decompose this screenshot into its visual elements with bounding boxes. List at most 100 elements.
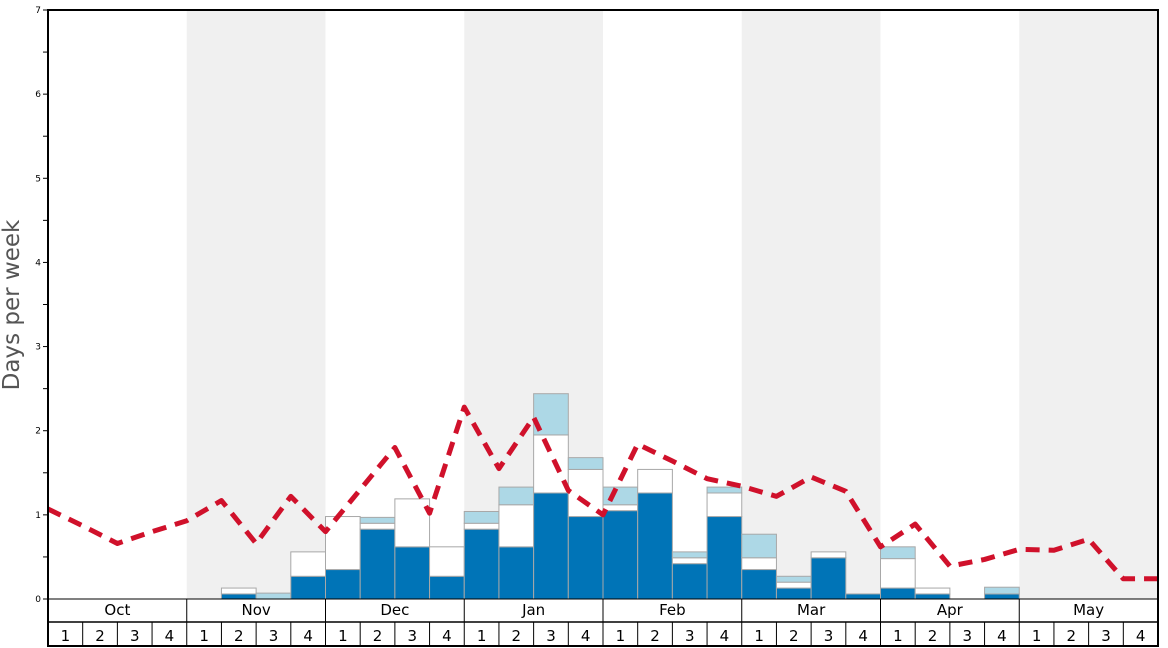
month-label: Oct bbox=[104, 601, 130, 619]
bar-segment bbox=[845, 593, 881, 600]
bar-segment bbox=[359, 528, 396, 600]
bar-segment bbox=[567, 457, 604, 470]
bar-segment bbox=[325, 516, 361, 571]
week-label: 3 bbox=[546, 627, 556, 645]
week-label: 4 bbox=[997, 627, 1007, 645]
bar-segment bbox=[880, 558, 916, 589]
bar-segment bbox=[498, 486, 535, 506]
bar-segment bbox=[290, 551, 326, 577]
bar-segment bbox=[671, 551, 708, 559]
bar-segment bbox=[220, 593, 257, 600]
week-label: 4 bbox=[720, 627, 730, 645]
x-axis: Oct Nov Dec Jan Feb Mar Apr May 1 2 3 4 1 2 3 4 1 2 3 4 1 2 3 4… bbox=[61, 599, 1146, 646]
week-label: 2 bbox=[512, 627, 522, 645]
month-band bbox=[1019, 10, 1158, 599]
bar-segment bbox=[498, 546, 535, 600]
stacked-bars bbox=[220, 393, 1020, 600]
week-label: 1 bbox=[477, 627, 487, 645]
week-label: 2 bbox=[928, 627, 938, 645]
y-tick-label: 7 bbox=[35, 6, 41, 16]
bar-segment bbox=[914, 587, 951, 595]
bar-segment bbox=[810, 551, 847, 559]
bar-segment bbox=[290, 575, 326, 600]
month-band bbox=[186, 10, 326, 599]
month-label: Nov bbox=[241, 601, 270, 619]
week-label: 1 bbox=[893, 627, 903, 645]
bar-segment bbox=[880, 587, 916, 600]
week-label: 2 bbox=[234, 627, 244, 645]
y-tick-label: 0 bbox=[35, 595, 41, 605]
bar-segment bbox=[602, 504, 639, 512]
average-line-path bbox=[46, 404, 1158, 582]
bar-segment bbox=[984, 593, 1020, 600]
bar-segment bbox=[602, 486, 639, 506]
bar-segment bbox=[637, 492, 673, 600]
month-label: Dec bbox=[380, 601, 409, 619]
month-label: Feb bbox=[659, 601, 686, 619]
bar-segment bbox=[810, 557, 847, 600]
week-label: 3 bbox=[685, 627, 695, 645]
y-tick-label: 2 bbox=[35, 427, 41, 437]
month-band bbox=[48, 10, 187, 599]
week-label: 4 bbox=[165, 627, 175, 645]
bar-segment bbox=[984, 586, 1020, 595]
week-label: 3 bbox=[269, 627, 279, 645]
bar-segment bbox=[706, 516, 743, 600]
bar-segment bbox=[706, 492, 743, 518]
week-label: 1 bbox=[616, 627, 626, 645]
bar-segment bbox=[359, 516, 396, 524]
bar-segment bbox=[741, 569, 777, 600]
bar-segment bbox=[637, 468, 673, 494]
month-label: Jan bbox=[521, 601, 545, 619]
month-label: Apr bbox=[937, 601, 964, 619]
bar-segment bbox=[914, 593, 951, 600]
week-label: 1 bbox=[1032, 627, 1042, 645]
bar-segment bbox=[498, 504, 535, 548]
bar-segment bbox=[706, 486, 743, 494]
average-line bbox=[46, 404, 1158, 582]
bar-segment bbox=[394, 498, 431, 548]
month-label: Mar bbox=[797, 601, 826, 619]
week-label: 2 bbox=[789, 627, 799, 645]
week-label: 4 bbox=[1136, 627, 1146, 645]
bar-segment bbox=[602, 510, 639, 600]
week-label: 2 bbox=[373, 627, 383, 645]
bar-segment bbox=[775, 587, 812, 600]
bar-segment bbox=[429, 546, 465, 577]
bar-segment bbox=[567, 516, 604, 600]
bar-segment bbox=[394, 546, 431, 600]
y-tick-label: 6 bbox=[35, 90, 41, 100]
bar-segment bbox=[325, 569, 361, 600]
week-label: 3 bbox=[130, 627, 140, 645]
week-label: 4 bbox=[581, 627, 591, 645]
bar-segment bbox=[359, 522, 396, 530]
month-band bbox=[741, 10, 881, 599]
month-label: May bbox=[1073, 601, 1104, 619]
week-label: 3 bbox=[1101, 627, 1111, 645]
bar-segment bbox=[463, 528, 500, 600]
week-label: 2 bbox=[95, 627, 105, 645]
month-band bbox=[880, 10, 1020, 599]
week-label: 4 bbox=[303, 627, 313, 645]
bar-segment bbox=[220, 587, 257, 595]
y-tick-label: 3 bbox=[35, 343, 41, 353]
bar-segment bbox=[741, 533, 777, 559]
bar-segment bbox=[880, 546, 916, 560]
week-label: 4 bbox=[442, 627, 452, 645]
y-axis: 0 1 2 3 4 5 6 7 bbox=[35, 6, 48, 605]
bar-segment bbox=[255, 592, 292, 600]
bar-segment bbox=[429, 575, 465, 600]
y-axis-label: Days per week bbox=[0, 219, 25, 390]
week-label: 3 bbox=[407, 627, 417, 645]
bar-segment bbox=[775, 581, 812, 589]
y-tick-label: 1 bbox=[35, 511, 41, 521]
week-label: 4 bbox=[858, 627, 868, 645]
week-label: 3 bbox=[824, 627, 834, 645]
week-label: 1 bbox=[754, 627, 764, 645]
week-label: 2 bbox=[650, 627, 660, 645]
bar-segment bbox=[775, 575, 812, 583]
bar-segment bbox=[671, 557, 708, 565]
y-tick-label: 5 bbox=[35, 174, 41, 184]
bar-segment bbox=[463, 510, 500, 524]
